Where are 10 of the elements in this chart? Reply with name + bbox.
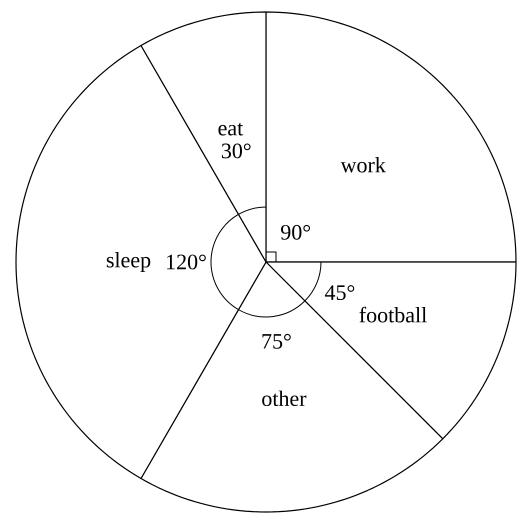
slice-label: football <box>359 306 427 322</box>
slice-label: eat <box>218 122 244 136</box>
data-label: 45° <box>324 285 354 300</box>
data-label: 120° <box>167 254 206 270</box>
slice-label: other <box>262 390 306 406</box>
data-label: 75° <box>262 334 291 349</box>
data-label: 90° <box>281 224 310 240</box>
slice-label: sleep <box>106 252 150 272</box>
slice-label: work <box>340 157 386 173</box>
data-label: 30° <box>222 143 251 158</box>
